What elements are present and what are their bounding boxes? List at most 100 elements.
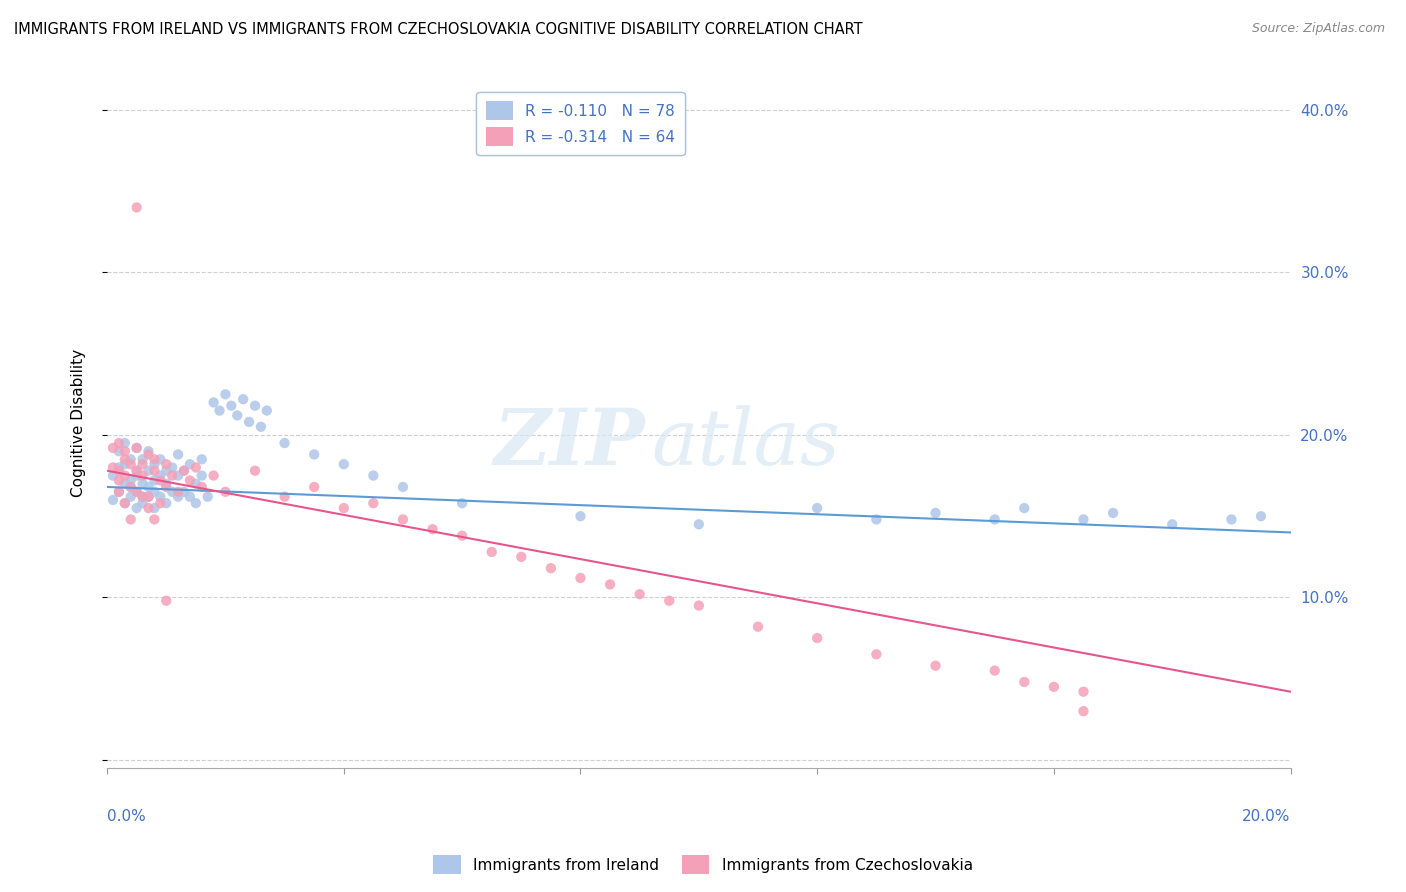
Point [273, 490, 295, 504]
Point [131, 476, 153, 491]
Point [392, 480, 415, 494]
Point [865, 648, 887, 662]
Point [688, 599, 710, 613]
Point [125, 484, 148, 499]
Point [173, 464, 195, 478]
Point [865, 512, 887, 526]
Point [120, 512, 142, 526]
Point [167, 490, 190, 504]
Point [138, 480, 160, 494]
Point [149, 468, 172, 483]
Point [101, 441, 124, 455]
Point [131, 496, 153, 510]
Point [1102, 506, 1125, 520]
Point [363, 496, 385, 510]
Point [221, 399, 243, 413]
Point [114, 476, 136, 491]
Text: atlas: atlas [651, 405, 841, 482]
Point [238, 415, 260, 429]
Point [143, 501, 166, 516]
Point [114, 496, 136, 510]
Point [155, 496, 177, 510]
Text: Source: ZipAtlas.com: Source: ZipAtlas.com [1251, 22, 1385, 36]
Point [101, 460, 124, 475]
Point [1220, 512, 1243, 526]
Point [451, 529, 474, 543]
Point [125, 468, 148, 483]
Point [131, 490, 153, 504]
Point [143, 464, 166, 478]
Point [481, 545, 503, 559]
Point [688, 517, 710, 532]
Point [155, 476, 177, 491]
Point [155, 593, 177, 607]
Point [143, 457, 166, 471]
Point [226, 409, 249, 423]
Point [138, 501, 160, 516]
Point [167, 484, 190, 499]
Point [806, 631, 828, 645]
Point [214, 484, 236, 499]
Point [1043, 680, 1066, 694]
Point [1073, 684, 1095, 698]
Point [160, 460, 183, 475]
Point [232, 392, 254, 407]
Point [599, 577, 621, 591]
Point [392, 512, 415, 526]
Point [155, 480, 177, 494]
Point [250, 419, 273, 434]
Point [108, 484, 131, 499]
Point [243, 399, 266, 413]
Point [197, 490, 219, 504]
Point [160, 484, 183, 499]
Point [125, 201, 148, 215]
Point [131, 490, 153, 504]
Point [167, 468, 190, 483]
Text: ZIP: ZIP [494, 405, 645, 482]
Point [120, 480, 142, 494]
Point [149, 474, 172, 488]
Legend: Immigrants from Ireland, Immigrants from Czechoslovakia: Immigrants from Ireland, Immigrants from… [427, 849, 979, 880]
Point [569, 571, 592, 585]
Point [131, 452, 153, 467]
Point [1250, 509, 1272, 524]
Point [108, 436, 131, 450]
Point [333, 457, 356, 471]
Point [658, 593, 681, 607]
Point [256, 403, 278, 417]
Point [143, 474, 166, 488]
Legend: R = -0.110   N = 78, R = -0.314   N = 64: R = -0.110 N = 78, R = -0.314 N = 64 [477, 92, 685, 155]
Point [273, 436, 295, 450]
Text: IMMIGRANTS FROM IRELAND VS IMMIGRANTS FROM CZECHOSLOVAKIA COGNITIVE DISABILITY C: IMMIGRANTS FROM IRELAND VS IMMIGRANTS FR… [14, 22, 863, 37]
Point [747, 620, 769, 634]
Point [243, 464, 266, 478]
Point [108, 474, 131, 488]
Point [190, 452, 212, 467]
Point [108, 444, 131, 458]
Point [101, 468, 124, 483]
Point [125, 501, 148, 516]
Point [125, 464, 148, 478]
Point [155, 464, 177, 478]
Point [1073, 512, 1095, 526]
Point [540, 561, 562, 575]
Point [179, 457, 201, 471]
Point [108, 464, 131, 478]
Point [114, 436, 136, 450]
Point [422, 522, 444, 536]
Point [983, 664, 1005, 678]
Point [208, 403, 231, 417]
Point [125, 484, 148, 499]
Point [179, 490, 201, 504]
Point [114, 452, 136, 467]
Point [202, 395, 225, 409]
Point [125, 441, 148, 455]
Point [138, 490, 160, 504]
Point [184, 476, 207, 491]
Point [333, 501, 356, 516]
Point [924, 658, 946, 673]
Point [1161, 517, 1184, 532]
Point [114, 444, 136, 458]
Point [167, 447, 190, 461]
Point [302, 480, 325, 494]
